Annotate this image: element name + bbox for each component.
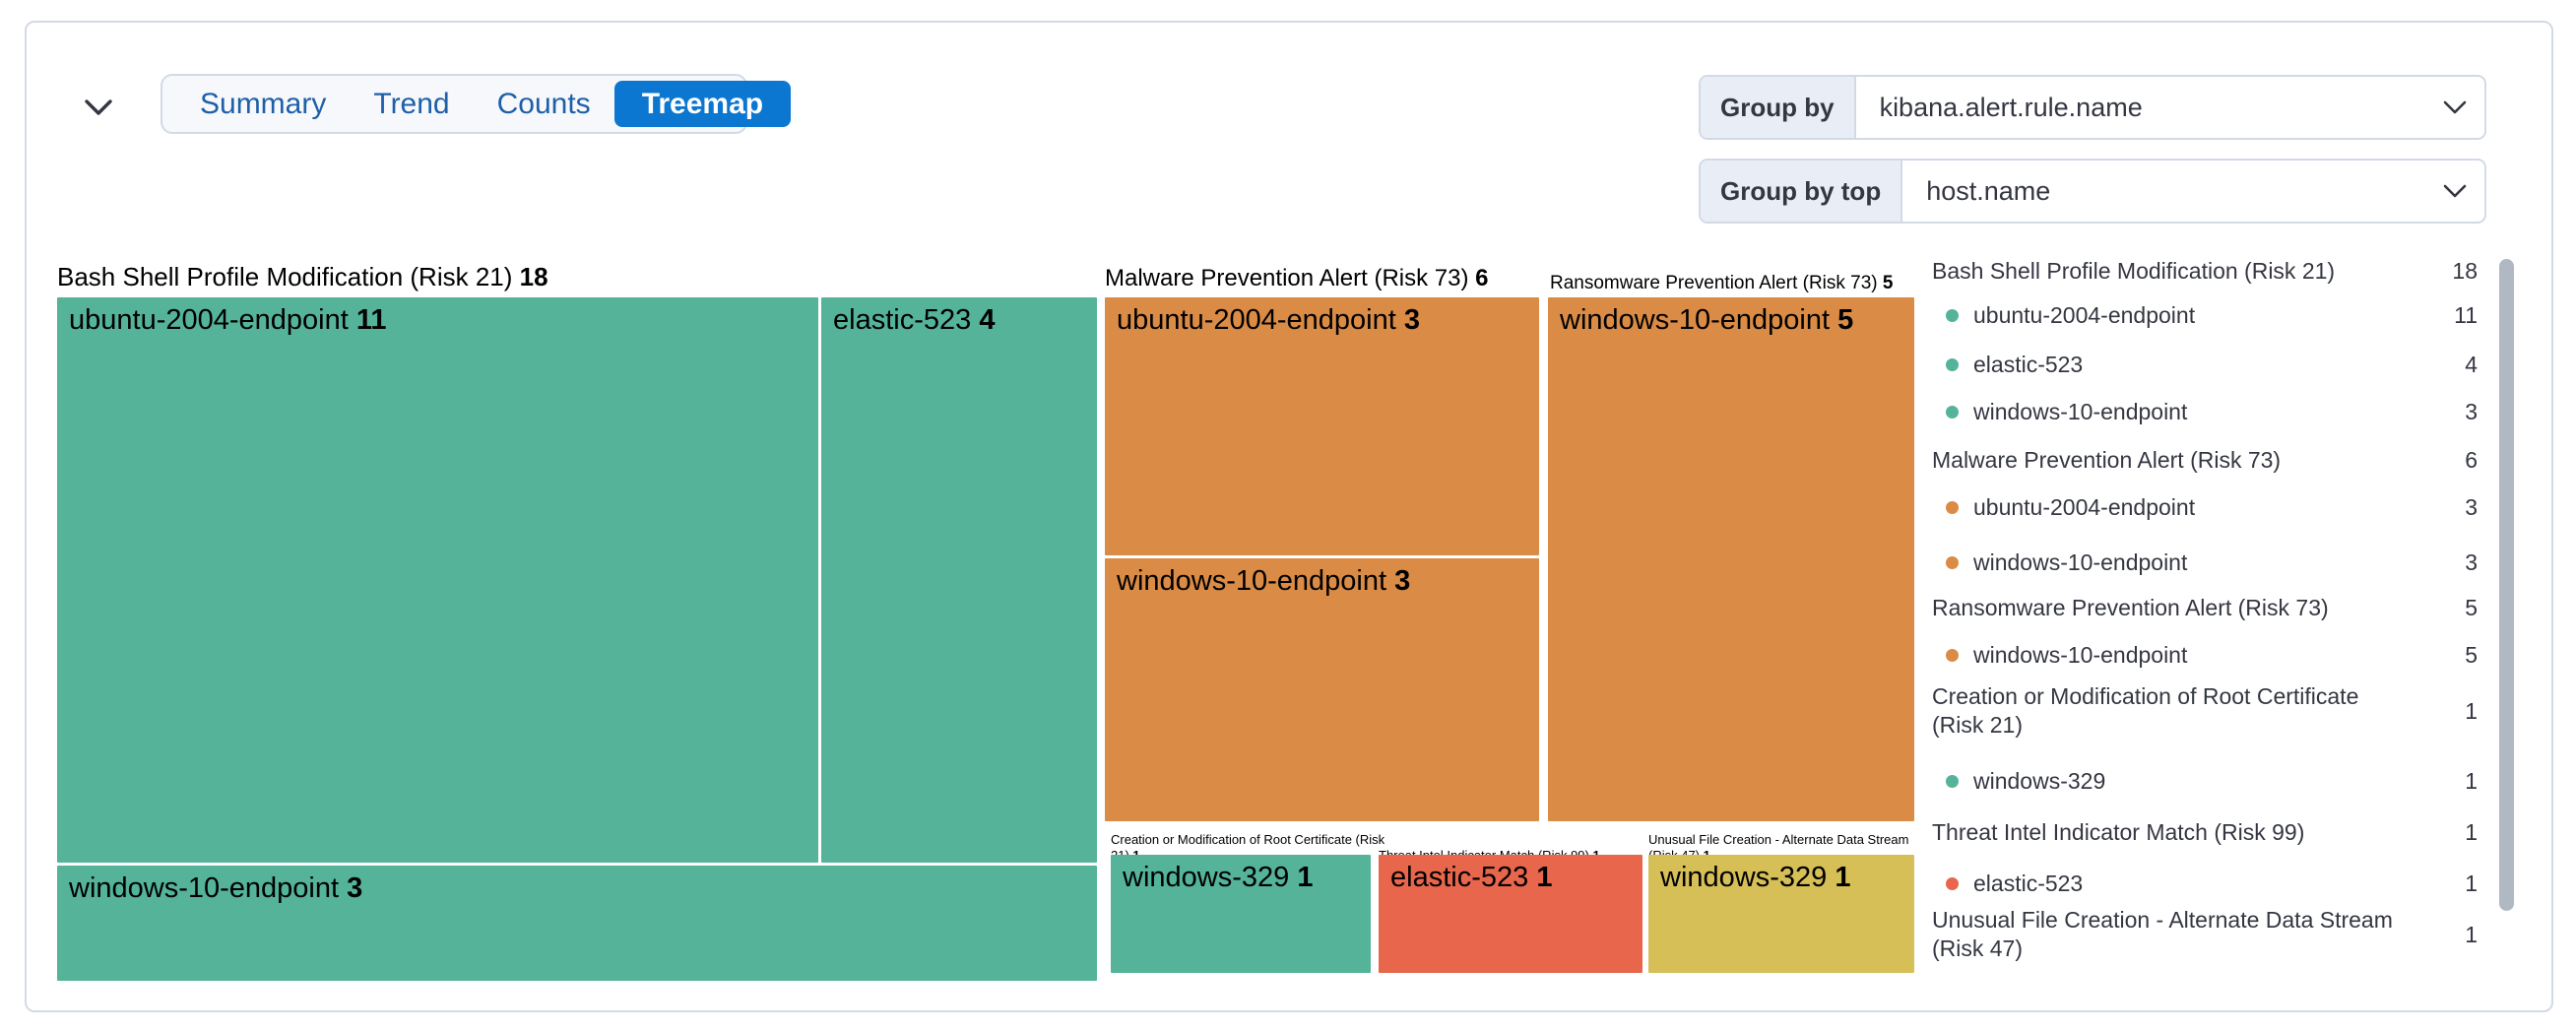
treemap-block-windows-10-endpoint[interactable]: windows-10-endpoint 3 xyxy=(57,866,1097,981)
chart-legend: Bash Shell Profile Modification (Risk 21… xyxy=(1932,251,2478,985)
group-by-top-select[interactable]: Group by top host.name xyxy=(1699,159,2486,224)
legend-row[interactable]: ubuntu-2004-endpoint 3 xyxy=(1932,487,2478,527)
legend-row[interactable]: elastic-523 1 xyxy=(1932,864,2478,903)
group-by-top-label: Group by top xyxy=(1701,161,1903,222)
legend-dot-icon xyxy=(1946,876,1959,890)
legend-row[interactable]: ubuntu-2004-endpoint 11 xyxy=(1932,295,2478,335)
treemap-block-ubuntu-2004-endpoint[interactable]: ubuntu-2004-endpoint 11 xyxy=(57,297,818,863)
chevron-down-icon xyxy=(84,97,139,117)
legend-row[interactable]: windows-329 1 xyxy=(1932,761,2478,801)
legend-scrollbar xyxy=(2499,254,2514,988)
chevron-down-icon xyxy=(2425,77,2484,138)
legend-row[interactable]: windows-10-endpoint 3 xyxy=(1932,392,2478,431)
treemap-block-label: windows-329 1 xyxy=(1123,862,1314,893)
chevron-down-icon xyxy=(2425,161,2484,222)
legend-row[interactable]: windows-10-endpoint 5 xyxy=(1932,635,2478,675)
treemap-block-ubuntu-2004-endpoint[interactable]: ubuntu-2004-endpoint 3 xyxy=(1105,297,1539,555)
treemap-block-elastic-523[interactable]: elastic-523 4 xyxy=(821,297,1097,863)
treemap-block-windows-329[interactable]: windows-329 1 xyxy=(1648,855,1914,973)
legend-row[interactable]: Malware Prevention Alert (Risk 73) 6 xyxy=(1932,446,2478,473)
treemap-block-label: windows-10-endpoint 3 xyxy=(69,872,363,904)
legend-dot-icon xyxy=(1946,774,1959,788)
treemap-group-header: Ransomware Prevention Alert (Risk 73) 5 xyxy=(1550,273,1894,293)
group-by-value: kibana.alert.rule.name xyxy=(1879,92,2143,122)
treemap-block-label: elastic-523 4 xyxy=(833,304,996,336)
group-by-label: Group by xyxy=(1701,77,1856,138)
tab-trend[interactable]: Trend xyxy=(350,81,473,127)
legend-row[interactable]: Unusual File Creation - Alternate Data S… xyxy=(1932,907,2478,961)
treemap-block-windows-10-endpoint[interactable]: windows-10-endpoint 3 xyxy=(1105,558,1539,821)
legend-row[interactable]: Bash Shell Profile Modification (Risk 21… xyxy=(1932,257,2478,284)
treemap-block-elastic-523[interactable]: elastic-523 1 xyxy=(1379,855,1642,973)
legend-row[interactable]: elastic-523 4 xyxy=(1932,345,2478,384)
treemap-block-label: windows-10-endpoint 3 xyxy=(1117,565,1411,597)
legend-scrollbar-thumb[interactable] xyxy=(2499,259,2514,911)
treemap-block-windows-10-endpoint[interactable]: windows-10-endpoint 5 xyxy=(1548,297,1914,821)
legend-row[interactable]: Creation or Modification of Root Certifi… xyxy=(1932,683,2478,738)
legend-dot-icon xyxy=(1946,405,1959,419)
legend-dot-icon xyxy=(1946,308,1959,322)
group-by-top-value: host.name xyxy=(1926,175,2051,206)
treemap-group-header: Bash Shell Profile Modification (Risk 21… xyxy=(57,262,548,291)
treemap-block-label: windows-329 1 xyxy=(1660,862,1851,893)
chart-view-button-group: Summary Trend Counts Treemap xyxy=(161,74,792,134)
legend-dot-icon xyxy=(1946,555,1959,569)
tab-summary[interactable]: Summary xyxy=(176,81,350,127)
legend-row[interactable]: Ransomware Prevention Alert (Risk 73) 5 xyxy=(1932,594,2478,620)
treemap-group-header: Malware Prevention Alert (Risk 73) 6 xyxy=(1105,265,1489,291)
treemap-block-windows-329[interactable]: windows-329 1 xyxy=(1111,855,1371,973)
collapse-panel-button[interactable] xyxy=(84,84,139,131)
treemap-block-label: windows-10-endpoint 5 xyxy=(1560,304,1854,336)
legend-dot-icon xyxy=(1946,648,1959,662)
treemap-block-label: ubuntu-2004-endpoint 3 xyxy=(1117,304,1421,336)
tab-treemap[interactable]: Treemap xyxy=(613,81,792,127)
legend-row[interactable]: Threat Intel Indicator Match (Risk 99) 1 xyxy=(1932,818,2478,845)
group-by-select[interactable]: Group by kibana.alert.rule.name xyxy=(1699,75,2486,140)
treemap-block-label: ubuntu-2004-endpoint 11 xyxy=(69,304,387,336)
tab-counts[interactable]: Counts xyxy=(474,81,614,127)
legend-row[interactable]: windows-10-endpoint 3 xyxy=(1932,543,2478,582)
treemap-block-label: elastic-523 1 xyxy=(1390,862,1553,893)
legend-dot-icon xyxy=(1946,357,1959,371)
legend-dot-icon xyxy=(1946,500,1959,514)
